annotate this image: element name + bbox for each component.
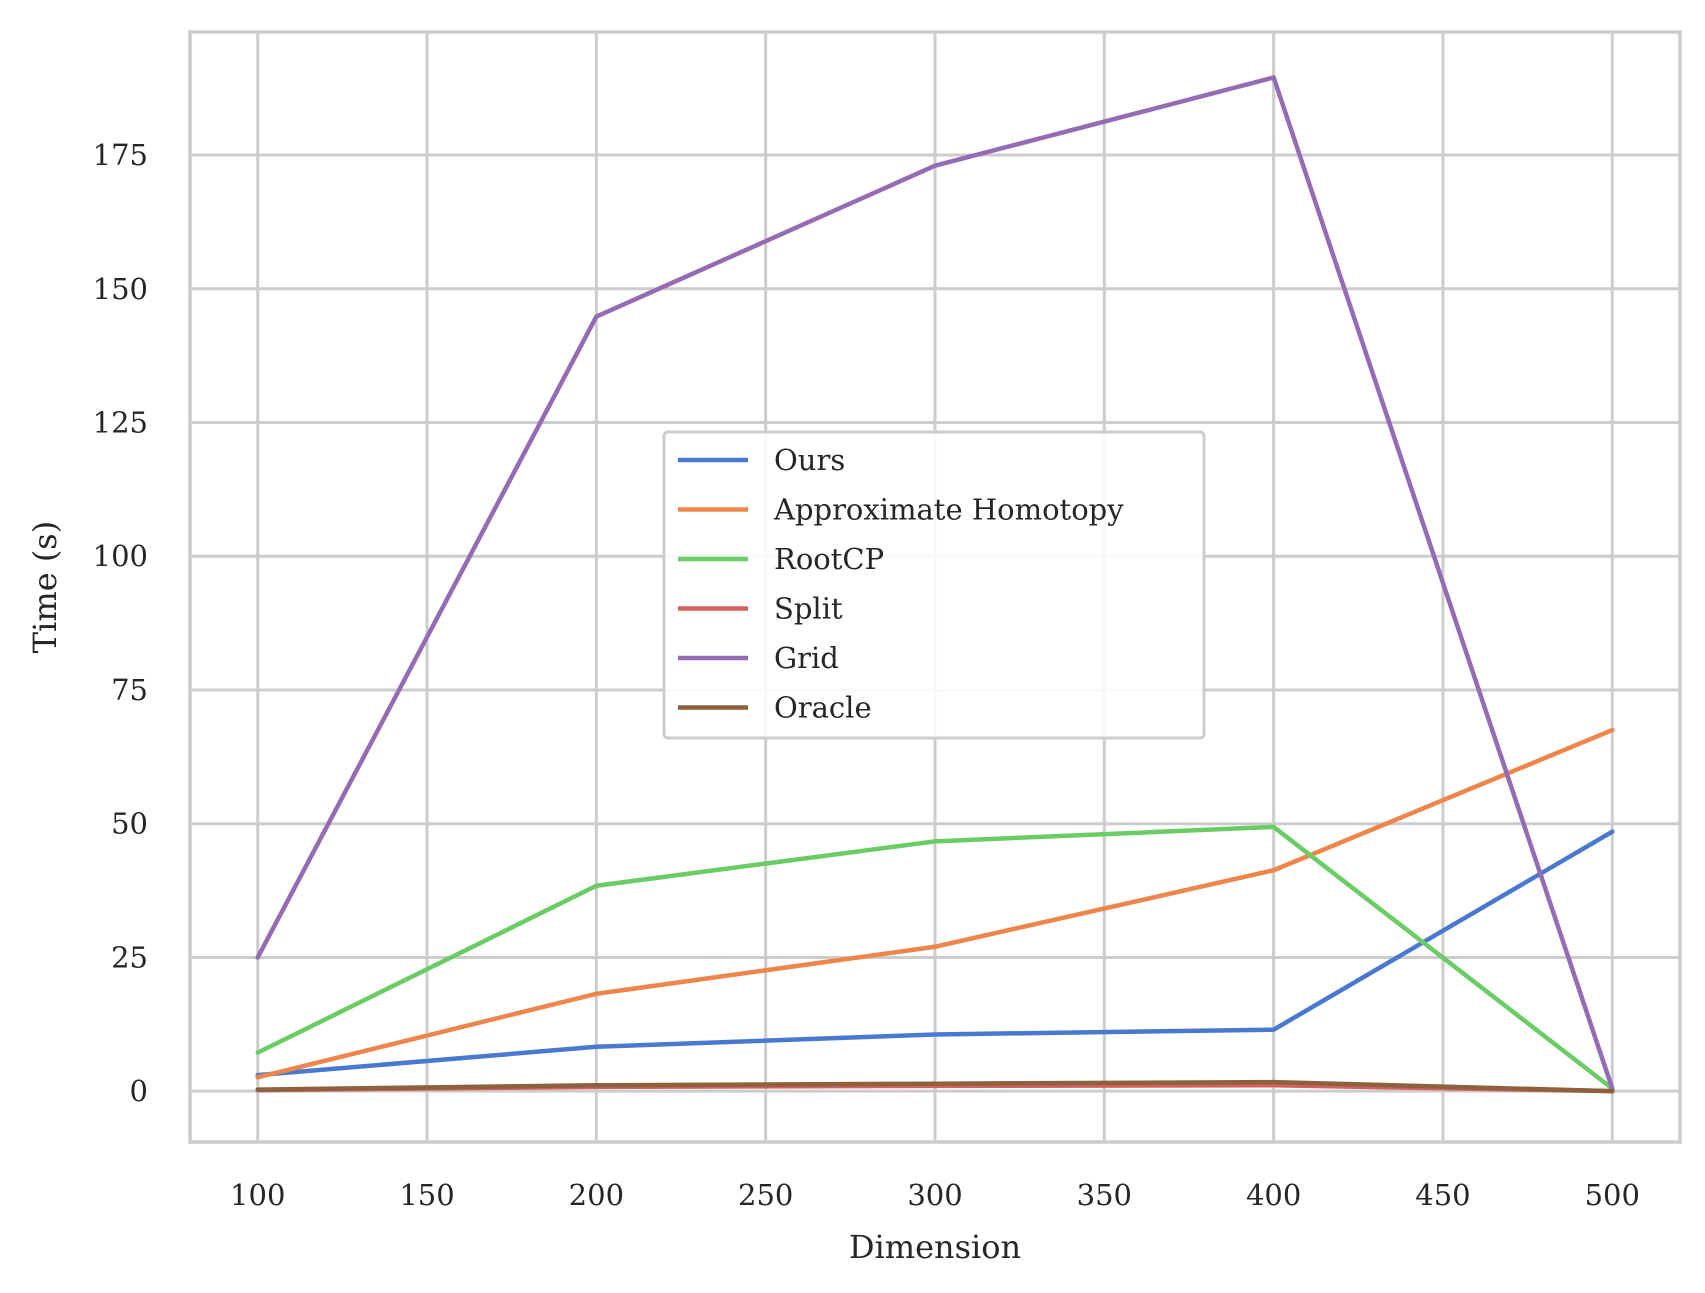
- y-tick-label: 75: [111, 673, 148, 707]
- legend: Ours Approximate Homotopy RootCP Split Grid O…: [662, 430, 1206, 740]
- legend-label: Ours: [774, 443, 845, 477]
- series-line-rootcp: [255, 824, 1615, 1091]
- y-tick-label: 0: [130, 1074, 148, 1108]
- x-tick-label: 350: [1077, 1178, 1132, 1212]
- x-tick-label: 100: [230, 1178, 285, 1212]
- x-tick-labels: 100 150 200 250 300 350 400 450 500: [230, 1178, 1640, 1212]
- x-tick-label: 150: [399, 1178, 454, 1212]
- y-tick-label: 125: [93, 406, 148, 440]
- plot-frame: [188, 30, 1682, 1144]
- series-lines: [255, 75, 1615, 1094]
- legend-label: RootCP: [774, 542, 884, 576]
- x-tick-label: 500: [1585, 1178, 1640, 1212]
- y-tick-label: 25: [111, 940, 148, 974]
- x-tick-label: 200: [569, 1178, 624, 1212]
- series-line-oracle: [255, 1079, 1615, 1094]
- legend-label: Split: [774, 592, 843, 626]
- y-tick-labels: 0 25 50 75 100 125 150 175: [93, 138, 148, 1108]
- series-line-approximate-homotopy: [255, 727, 1615, 1080]
- legend-label: Approximate Homotopy: [773, 493, 1124, 527]
- y-tick-label: 50: [111, 807, 148, 841]
- y-axis-title: Time (s): [26, 521, 64, 653]
- y-tick-label: 175: [93, 138, 148, 172]
- legend-label: Oracle: [774, 691, 872, 725]
- legend-label: Grid: [774, 641, 839, 675]
- legend-box: [662, 430, 1206, 740]
- series-line-grid: [255, 75, 1615, 1091]
- x-tick-label: 450: [1415, 1178, 1470, 1212]
- x-tick-label: 300: [907, 1178, 962, 1212]
- x-tick-label: 400: [1246, 1178, 1301, 1212]
- y-tick-label: 150: [93, 272, 148, 306]
- series-line-ours: [255, 829, 1615, 1078]
- x-axis-title: Dimension: [849, 1228, 1021, 1266]
- x-tick-label: 250: [738, 1178, 793, 1212]
- y-tick-label: 100: [93, 539, 148, 573]
